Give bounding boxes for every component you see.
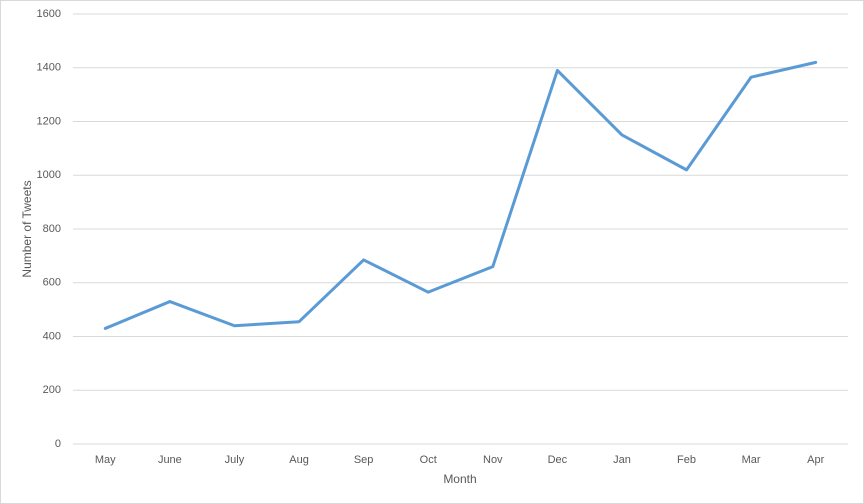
y-tick-label: 800: [43, 223, 61, 235]
y-tick-label: 400: [43, 330, 61, 342]
y-axis-title: Number of Tweets: [20, 180, 34, 277]
x-tick-label: Sep: [354, 454, 374, 466]
x-tick-label: June: [158, 454, 182, 466]
y-tick-label: 1000: [37, 169, 61, 181]
y-tick-label: 200: [43, 384, 61, 396]
x-tick-label: Nov: [483, 454, 503, 466]
x-tick-label: July: [225, 454, 245, 466]
y-tick-label: 1600: [37, 8, 61, 20]
x-tick-label: Dec: [548, 454, 568, 466]
x-tick-label: Feb: [677, 454, 696, 466]
x-tick-label: May: [95, 454, 116, 466]
y-tick-label: 1200: [37, 115, 61, 127]
x-tick-label: Oct: [420, 454, 437, 466]
y-tick-label: 0: [55, 438, 61, 450]
x-axis-title: Month: [443, 472, 476, 486]
data-line: [103, 60, 818, 330]
y-tick-label: 1400: [37, 62, 61, 74]
x-tick-label: Jan: [613, 454, 631, 466]
x-tick-label: Aug: [289, 454, 309, 466]
x-tick-label: Mar: [742, 454, 761, 466]
x-tick-label: Apr: [807, 454, 824, 466]
y-tick-label: 600: [43, 277, 61, 289]
